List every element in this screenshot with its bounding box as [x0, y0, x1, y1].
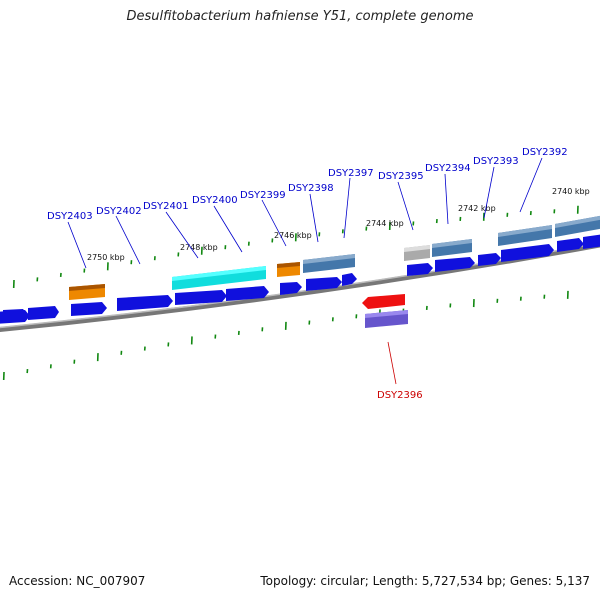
gene-label[interactable]: DSY2399: [240, 190, 286, 201]
gene-label[interactable]: DSY2402: [96, 206, 142, 217]
gene-arrow[interactable]: [478, 253, 501, 266]
kbp-label: 2744 kbp: [366, 219, 404, 228]
kbp-labels: 2750 kbp 2748 kbp 2746 kbp 2744 kbp 2742…: [87, 187, 590, 262]
gene-arrow[interactable]: [342, 273, 357, 286]
feature-bar-shade: [432, 239, 472, 248]
leader-line: [67, 221, 87, 269]
feature-bar-shade: [172, 266, 266, 281]
genome-title: Desulfitobacterium hafniense Y51, comple…: [126, 9, 474, 24]
gene-arrow[interactable]: [407, 263, 433, 276]
gene-label[interactable]: DSY2397: [328, 168, 374, 179]
leader-line: [309, 193, 319, 243]
gene-arrow[interactable]: [71, 302, 107, 316]
gene-arrow[interactable]: [583, 234, 600, 249]
gene-arrow[interactable]: [226, 286, 269, 301]
feature-bars: [69, 215, 600, 300]
gene-arrow[interactable]: [435, 257, 475, 272]
leader-line: [165, 211, 199, 259]
gene-label[interactable]: DSY2401: [143, 201, 189, 212]
gene-label[interactable]: DSY2398: [288, 183, 334, 194]
gene-label[interactable]: DSY2392: [522, 147, 568, 158]
kbp-label: 2750 kbp: [87, 253, 125, 262]
feature-bar-shade: [404, 245, 430, 252]
feature-bar-shade: [277, 262, 300, 268]
gene-label[interactable]: DSY2403: [47, 211, 93, 222]
leader-line: [519, 157, 543, 213]
gene-bottom-strand: [362, 294, 408, 328]
leader-line: [213, 205, 243, 253]
kbp-label: 2748 kbp: [180, 243, 218, 252]
tick-ring-bottom: [2, 290, 569, 381]
feature-bar-shade: [555, 215, 600, 228]
gene-labels: DSY2403 DSY2402 DSY2401 DSY2400 DSY2399 …: [47, 147, 568, 401]
feature-bar-shade: [303, 254, 355, 264]
leader-line: [115, 215, 141, 265]
accession-text: Accession: NC_007907: [9, 574, 146, 588]
feature-bar-shade: [365, 310, 408, 318]
gene-label-leaders: [67, 157, 543, 385]
gene-label[interactable]: DSY2393: [473, 156, 519, 167]
gene-label[interactable]: DSY2400: [192, 195, 238, 206]
gene-arrow[interactable]: [3, 309, 28, 322]
gene-arrows-top: [0, 234, 600, 324]
gene-arrow[interactable]: [280, 282, 302, 295]
genome-summary-text: Topology: circular; Length: 5,727,534 bp…: [260, 574, 590, 588]
kbp-label: 2746 kbp: [274, 231, 312, 240]
tick-ring-outer: [12, 205, 579, 289]
leader-line: [444, 173, 449, 225]
feature-bar-shade: [498, 225, 552, 237]
gene-arrow[interactable]: [306, 277, 342, 291]
gene-arrow[interactable]: [175, 290, 227, 305]
gene-label[interactable]: DSY2394: [425, 163, 471, 174]
feature-bar-shade: [69, 284, 105, 291]
gene-arrow[interactable]: [28, 306, 59, 320]
kbp-label: 2742 kbp: [458, 204, 496, 213]
gene-label[interactable]: DSY2395: [378, 171, 424, 182]
leader-line: [343, 177, 351, 239]
gene-arrow-reverse[interactable]: [362, 294, 405, 309]
gene-label[interactable]: DSY2396: [377, 390, 423, 401]
leader-line: [261, 199, 287, 247]
gene-arrow[interactable]: [117, 295, 173, 311]
leader-line: [397, 181, 414, 231]
leader-line: [387, 341, 397, 385]
gene-arrow[interactable]: [501, 244, 554, 262]
kbp-label: 2740 kbp: [552, 187, 590, 196]
leader-line: [483, 166, 495, 219]
gene-arrow[interactable]: [557, 238, 584, 252]
